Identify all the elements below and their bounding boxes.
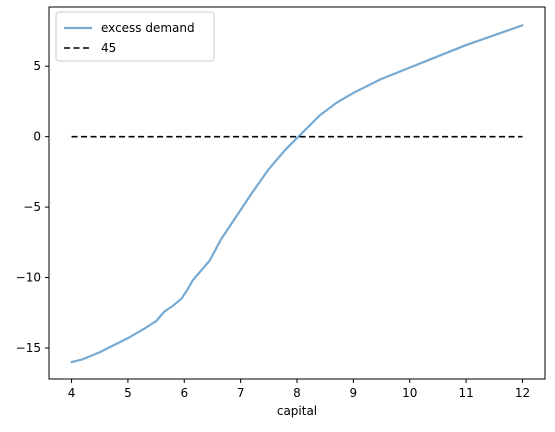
- plot-layer: [70, 24, 524, 364]
- legend-label-excess-demand: excess demand: [101, 21, 195, 35]
- series-line-excess-demand: [70, 24, 524, 364]
- legend-label-reference-45: 45: [101, 41, 116, 55]
- x-tick-label: 12: [515, 386, 530, 400]
- x-tick-label: 7: [237, 386, 245, 400]
- axes-layer: 4 5 6 7 8 9 10 11 12−15−10−505: [16, 6, 546, 400]
- x-axis-label: capital: [277, 404, 317, 418]
- x-tick-label: 8: [293, 386, 301, 400]
- x-tick-label: 4: [68, 386, 76, 400]
- y-tick-label: −5: [23, 200, 41, 214]
- legend: excess demand 45: [55, 11, 215, 62]
- legend-box: [55, 11, 215, 62]
- x-tick-label: 10: [402, 386, 417, 400]
- y-tick-label: −15: [16, 341, 41, 355]
- x-tick-label: 6: [180, 386, 188, 400]
- x-tick-label: 5: [124, 386, 132, 400]
- x-tick-label: 11: [458, 386, 473, 400]
- x-tick-label: 9: [350, 386, 358, 400]
- y-tick-label: 0: [33, 130, 41, 144]
- y-tick-label: −10: [16, 271, 41, 285]
- y-tick-label: 5: [33, 59, 41, 73]
